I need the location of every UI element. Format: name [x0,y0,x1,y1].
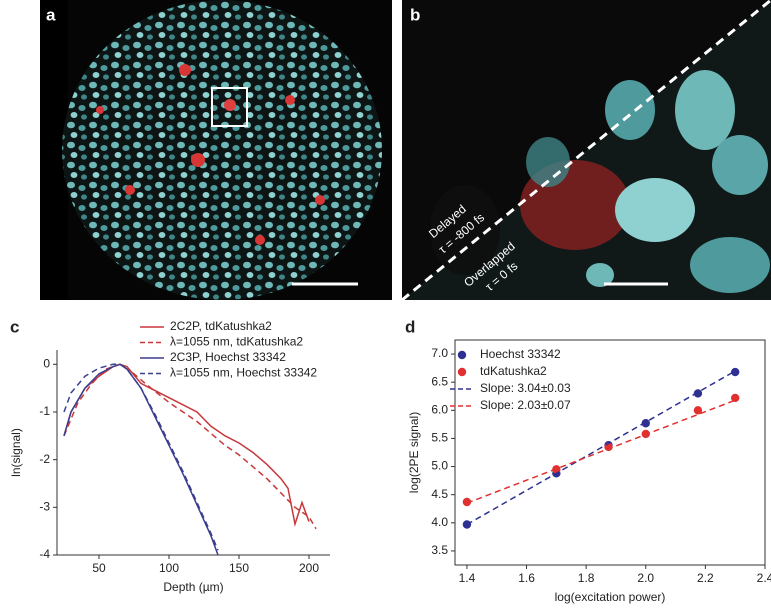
y-tick-label: 7.0 [431,346,448,360]
legend-marker [457,350,467,360]
image-a [40,0,392,300]
y-axis-label: log(2PE signal) [407,412,421,493]
y-tick-label: 4.5 [431,487,448,501]
data-line [63,363,219,556]
legend-marker [457,367,467,377]
axis-line [56,350,330,556]
x-tick-label: 200 [299,561,319,575]
image-b [402,0,771,300]
data-line [63,363,317,530]
x-tick-label: 2.4 [757,571,771,585]
data-point [462,497,472,507]
y-tick-label: 5.5 [431,431,448,445]
y-tick-label: 6.5 [431,374,448,388]
x-tick-label: 100 [159,561,179,575]
data-point [462,520,472,529]
y-tick-label: 4.0 [431,515,448,529]
y-tick-label: -1 [39,404,50,418]
y-tick-label: -4 [39,547,50,561]
panel-label: d [405,317,415,336]
data-point [730,393,740,403]
x-tick-label: 2.0 [637,571,654,585]
data-point [693,389,703,398]
axis-box [454,339,766,566]
data-line [63,363,219,551]
x-tick-label: 1.8 [578,571,595,585]
panel-label: b [410,5,420,24]
data-point [641,419,650,428]
data-point [693,406,703,415]
legend-label: Slope: 2.03±0.07 [480,398,571,412]
legend-label: 2C3P, Hoechst 33342 [170,350,286,364]
data-line [466,370,736,526]
legend-label: λ=1055 nm, tdKatushka2 [170,335,303,349]
legend-label: Slope: 3.04±0.03 [480,381,571,395]
y-tick-label: 6.0 [431,402,448,416]
y-tick-label: 0 [43,356,50,370]
data-point [730,367,740,377]
y-axis-label: ln(signal) [9,428,23,477]
x-tick-label: 150 [229,561,249,575]
panel-label: c [10,317,19,336]
x-tick-label: 2.2 [697,571,714,585]
x-tick-label: 1.6 [518,571,535,585]
x-axis-label: log(excitation power) [555,590,666,604]
legend-label: tdKatushka2 [480,364,547,378]
x-tick-label: 1.4 [459,571,476,585]
x-axis-label: Depth (µm) [163,580,223,594]
legend-label: λ=1055 nm, Hoechst 33342 [170,366,317,380]
legend-label: 2C2P, tdKatushka2 [170,319,272,333]
y-tick-label: 5.0 [431,459,448,473]
data-line [63,363,310,527]
y-tick-label: -2 [39,452,50,466]
legend-label: Hoechst 33342 [480,347,561,361]
y-tick-label: -3 [39,499,50,513]
data-line [466,399,736,504]
x-tick-label: 50 [92,561,106,575]
panel-label: a [46,5,56,24]
y-tick-label: 3.5 [431,543,448,557]
